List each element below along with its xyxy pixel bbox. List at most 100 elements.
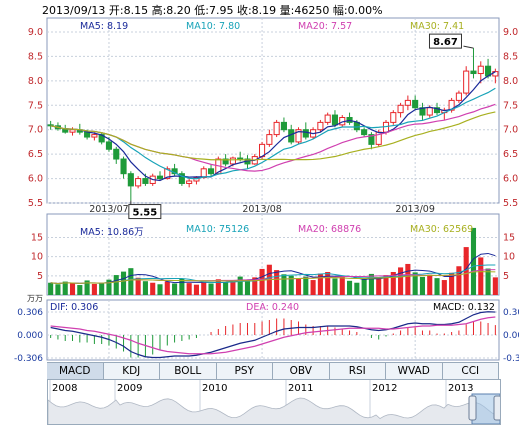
- dea-line: [50, 316, 496, 355]
- range-handle-left[interactable]: [468, 395, 477, 421]
- volume-bar: [84, 280, 90, 295]
- volume-bar: [346, 280, 353, 295]
- volume-bar: [172, 283, 178, 295]
- year-label: 2012: [372, 383, 397, 394]
- candle-body: [120, 158, 127, 175]
- price-tick-left: 7.0: [28, 125, 43, 136]
- volume-bar: [434, 278, 440, 295]
- candle-body: [455, 92, 462, 101]
- candle-body: [273, 121, 280, 136]
- volume-bar: [303, 276, 309, 295]
- high-annotation-box: [428, 33, 462, 49]
- candle-body: [105, 141, 113, 150]
- volume-bar: [368, 273, 374, 295]
- candle-body: [324, 114, 331, 123]
- ma5-line: [50, 71, 496, 182]
- volume-bar: [485, 268, 491, 295]
- candle-body: [91, 134, 98, 138]
- volume-bar: [99, 283, 105, 295]
- candle-body: [477, 65, 484, 75]
- volume-bar: [55, 284, 61, 295]
- price-tick-right: 5.5: [503, 198, 518, 209]
- volume-bar: [252, 277, 258, 295]
- macd-tick-left: 0.000: [17, 331, 43, 341]
- month-label: 2013/07: [89, 204, 128, 215]
- price-tick-right: 7.5: [503, 100, 518, 111]
- vol-ma30-label: MA30: 62569: [410, 224, 474, 235]
- volume-bar: [463, 247, 469, 295]
- time-navigator[interactable]: 2008 2009 2010 2011 2012 2013: [47, 379, 502, 425]
- candle-body: [448, 99, 455, 111]
- macd-tick-left: 0.306: [17, 308, 43, 318]
- tab-rsi[interactable]: RSI: [330, 363, 386, 379]
- volume-bar: [383, 275, 389, 295]
- tab-boll[interactable]: BOLL: [160, 363, 217, 379]
- candle-body: [404, 99, 411, 106]
- volume-tick-left: 15: [31, 233, 43, 244]
- volume-bar: [405, 263, 411, 295]
- month-label: 2013/08: [242, 204, 281, 215]
- volume-bar: [186, 283, 192, 295]
- volume-bar: [332, 278, 338, 295]
- tab-psy[interactable]: PSY: [217, 363, 273, 379]
- volume-bar: [91, 283, 97, 295]
- macd-dea-label: DEA: 0.240: [246, 302, 300, 313]
- price-tick-right: 7.0: [503, 125, 518, 136]
- volume-tick-right: 10: [503, 252, 515, 263]
- tab-kdj[interactable]: KDJ: [104, 363, 160, 379]
- tab-cci[interactable]: CCI: [443, 363, 499, 379]
- vol-ma5-line: [50, 252, 496, 285]
- volume-bar: [376, 277, 382, 295]
- volume-bar: [310, 280, 316, 295]
- price-ma10-label: MA10: 7.80: [186, 21, 241, 32]
- macd-tick-right: -0.306: [503, 354, 519, 364]
- volume-bar: [201, 281, 207, 295]
- macd-tick-right: 0.306: [503, 308, 519, 318]
- candle-body: [397, 104, 404, 114]
- volume-bar: [449, 272, 455, 295]
- candle-body: [229, 157, 236, 165]
- price-tick-right: 8.0: [503, 76, 518, 87]
- volume-tick-right: 5: [503, 271, 509, 282]
- tab-macd[interactable]: MACD: [47, 363, 104, 379]
- tab-obv[interactable]: OBV: [273, 363, 330, 379]
- low-annotation: 5.55: [132, 208, 157, 219]
- candle-body: [142, 178, 149, 184]
- candle-body: [361, 129, 368, 136]
- range-handle-right[interactable]: [493, 395, 502, 421]
- price-tick-right: 6.0: [503, 174, 518, 185]
- price-tick-left: 9.0: [28, 27, 43, 38]
- ma10-line: [50, 87, 496, 180]
- vol-ma10-label: MA10: 75126: [186, 224, 250, 235]
- tab-wvad[interactable]: WVAD: [386, 363, 443, 379]
- volume-bar: [237, 276, 243, 295]
- year-label: 2013: [448, 383, 473, 394]
- volume-bar: [361, 279, 367, 295]
- candle-body: [222, 158, 229, 165]
- volume-bar: [317, 273, 323, 295]
- volume-bar: [281, 274, 287, 295]
- high-pointer: [463, 45, 474, 49]
- candle-body: [207, 168, 215, 175]
- candle-body: [84, 131, 91, 138]
- volume-bar: [106, 279, 112, 295]
- volume-bar: [259, 268, 265, 295]
- volume-bar: [128, 268, 134, 295]
- volume-bar: [456, 266, 462, 295]
- volume-bar: [179, 278, 185, 295]
- volume-bar: [113, 275, 119, 295]
- volume-bar: [419, 276, 426, 295]
- candle-body: [280, 121, 287, 131]
- volume-bar: [135, 277, 141, 295]
- candle-body: [156, 175, 164, 180]
- volume-bar: [62, 281, 68, 295]
- candle-body: [164, 168, 171, 180]
- navigator-svg: 2008 2009 2010 2011 2012 2013: [47, 380, 502, 425]
- volume-bar: [492, 277, 498, 295]
- volume-bar: [398, 267, 404, 295]
- price-ma5-label: MA5: 8.19: [80, 21, 129, 32]
- volume-tick-left: 5: [37, 271, 43, 282]
- candle-body: [200, 168, 207, 179]
- candle-body: [266, 134, 273, 145]
- candle-body: [463, 70, 470, 94]
